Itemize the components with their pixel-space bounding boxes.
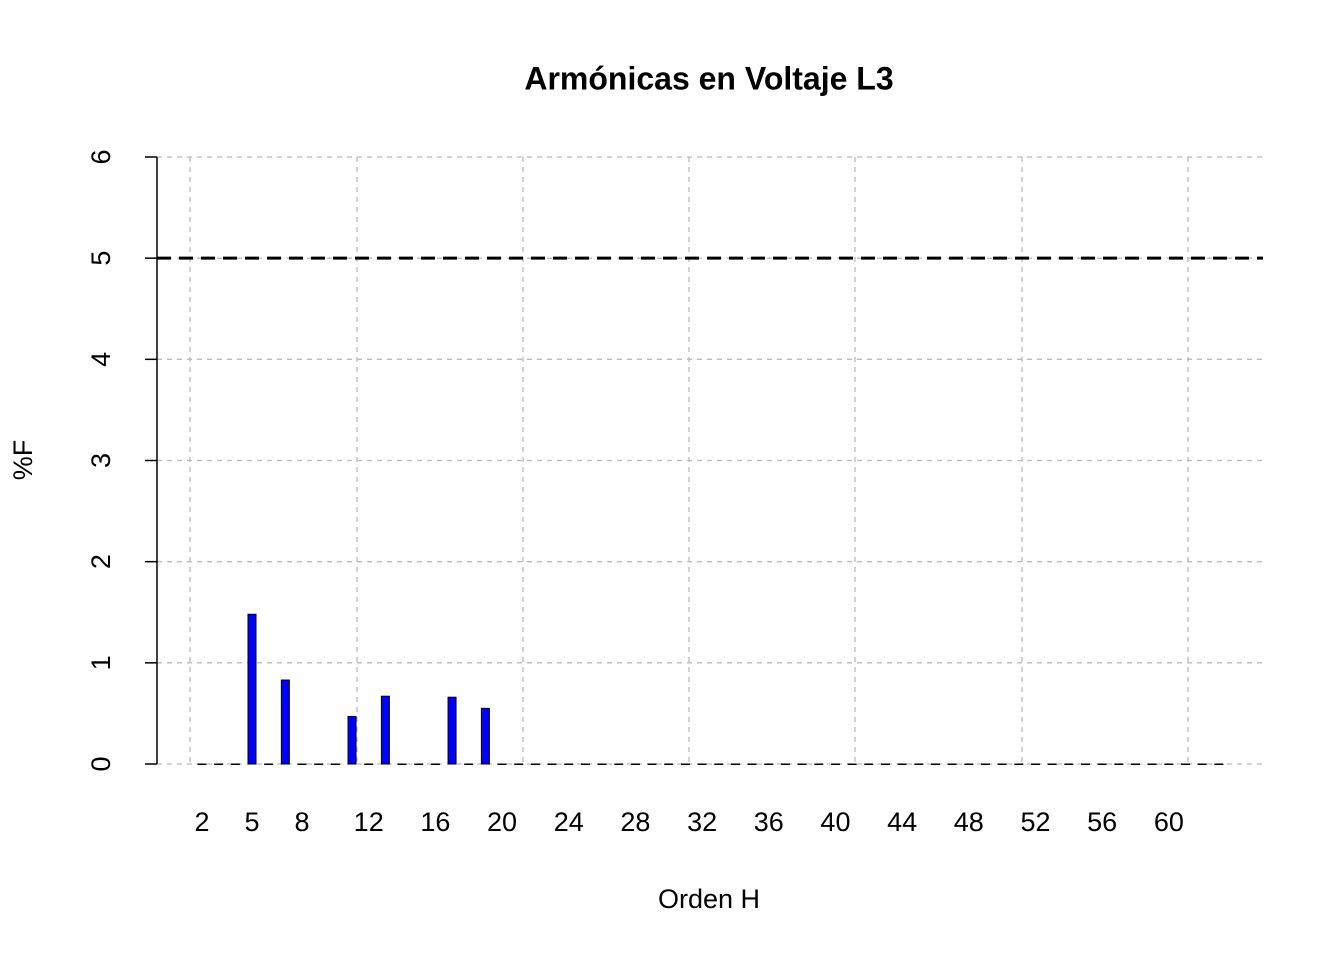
y-axis-label: %F xyxy=(8,440,38,481)
bar xyxy=(564,763,574,765)
x-tick-label: 2 xyxy=(194,807,209,837)
bar xyxy=(814,763,824,765)
bar xyxy=(714,763,724,765)
bar xyxy=(447,696,457,765)
x-axis-label: Orden H xyxy=(658,884,760,914)
chart-title: Armónicas en Voltaje L3 xyxy=(524,60,893,96)
x-tick-label: 32 xyxy=(687,807,717,837)
y-tick-label: 0 xyxy=(86,756,116,771)
x-tick-label: 52 xyxy=(1020,807,1050,837)
bar xyxy=(980,763,990,765)
bar xyxy=(1047,763,1057,765)
bar xyxy=(414,763,424,765)
bar xyxy=(497,763,507,765)
bar xyxy=(297,763,307,765)
bar xyxy=(314,763,324,765)
bar xyxy=(797,763,807,765)
bar xyxy=(914,763,924,765)
bar xyxy=(530,763,540,765)
bar xyxy=(830,763,840,765)
bar xyxy=(597,763,607,765)
bar xyxy=(880,763,890,765)
bar xyxy=(664,763,674,765)
bar xyxy=(364,763,374,765)
bar xyxy=(247,613,257,765)
y-tick-label: 4 xyxy=(86,352,116,367)
bar xyxy=(514,763,524,765)
bar xyxy=(780,763,790,765)
bar xyxy=(1131,763,1141,765)
bar xyxy=(1114,763,1124,765)
x-tick-label: 56 xyxy=(1087,807,1117,837)
bar xyxy=(280,679,290,765)
bar xyxy=(347,715,357,765)
bar xyxy=(1181,763,1191,765)
bar xyxy=(997,763,1007,765)
bar xyxy=(380,695,390,765)
bar xyxy=(547,763,557,765)
y-tick-label: 6 xyxy=(86,149,116,164)
bar xyxy=(680,763,690,765)
bar xyxy=(197,763,207,765)
bar xyxy=(614,763,624,765)
y-tick-label: 3 xyxy=(86,453,116,468)
x-tick-label: 8 xyxy=(295,807,310,837)
bar xyxy=(464,763,474,765)
y-tick-label: 5 xyxy=(86,251,116,266)
bar xyxy=(747,763,757,765)
bar xyxy=(397,763,407,765)
bar xyxy=(214,763,224,765)
x-tick-label: 20 xyxy=(487,807,517,837)
bar xyxy=(1097,763,1107,765)
x-tick-label: 40 xyxy=(820,807,850,837)
bar xyxy=(1164,763,1174,765)
bar xyxy=(630,763,640,765)
bar xyxy=(897,763,907,765)
bar xyxy=(847,763,857,765)
x-tick-label: 24 xyxy=(554,807,584,837)
bar xyxy=(1064,763,1074,765)
bar xyxy=(264,763,274,765)
bar xyxy=(1081,763,1091,765)
bar xyxy=(864,763,874,765)
x-tick-label: 5 xyxy=(244,807,259,837)
x-tick-label: 44 xyxy=(887,807,917,837)
bar xyxy=(697,763,707,765)
bar xyxy=(1014,763,1024,765)
x-tick-label: 48 xyxy=(954,807,984,837)
x-tick-label: 60 xyxy=(1154,807,1184,837)
bar xyxy=(930,763,940,765)
bar xyxy=(1147,763,1157,765)
bar xyxy=(1214,763,1224,765)
y-tick-label: 2 xyxy=(86,554,116,569)
bar xyxy=(964,763,974,765)
x-tick-label: 16 xyxy=(420,807,450,837)
bar xyxy=(947,763,957,765)
y-tick-label: 1 xyxy=(86,655,116,670)
bar xyxy=(1031,763,1040,765)
bar xyxy=(430,763,440,765)
x-tick-label: 28 xyxy=(620,807,650,837)
bar xyxy=(580,763,590,765)
bar xyxy=(730,763,740,765)
x-tick-label: 12 xyxy=(354,807,384,837)
bar xyxy=(230,763,240,765)
bar xyxy=(764,763,774,765)
bar xyxy=(647,763,657,765)
bar xyxy=(1197,763,1207,765)
x-tick-label: 36 xyxy=(754,807,784,837)
bar xyxy=(480,707,490,765)
bar xyxy=(330,763,340,765)
